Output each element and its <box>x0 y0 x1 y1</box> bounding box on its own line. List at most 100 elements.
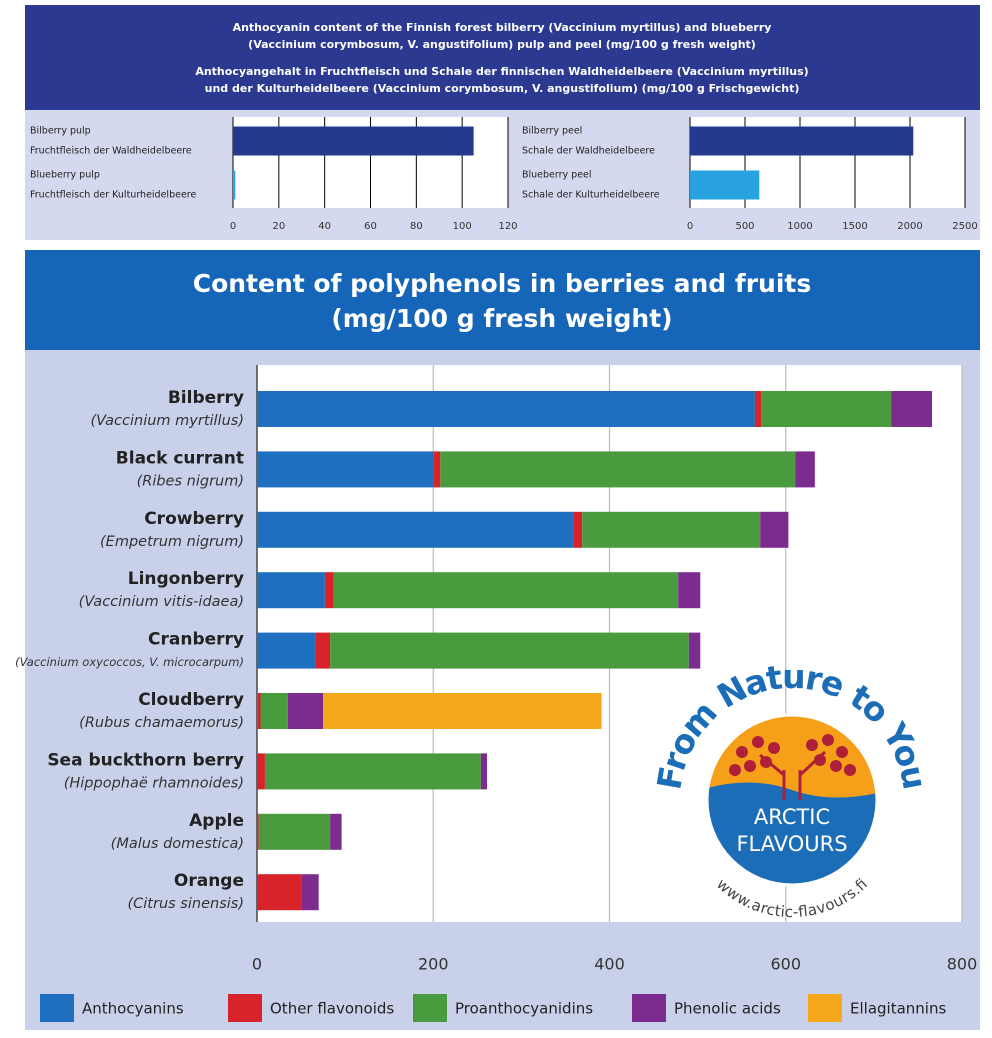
header-line: (Vaccinium corymbosum, V. angustifolium)… <box>248 38 756 51</box>
legend-label: Ellagitannins <box>850 1000 946 1018</box>
bar-segment <box>257 572 325 609</box>
bar <box>233 126 474 156</box>
latin-name: (Empetrum nigrum) <box>100 534 244 550</box>
chart-subtitle: (mg/100 g fresh weight) <box>331 304 672 333</box>
latin-name: (Vaccinium oxycoccos, V. microcarpum) <box>15 655 244 669</box>
bar-segment <box>433 451 441 488</box>
legend-swatch <box>632 994 666 1022</box>
header-line: Anthocyangehalt in Fruchtfleisch und Sch… <box>195 65 808 78</box>
latin-name: (Vaccinium vitis-idaea) <box>79 594 244 610</box>
bar-segment <box>760 511 789 548</box>
latin-name: (Rubus chamaemorus) <box>79 715 244 731</box>
x-tick-label: 120 <box>498 221 517 232</box>
x-tick-label: 20 <box>272 221 285 232</box>
x-tick-label: 600 <box>770 955 801 974</box>
top-header <box>25 5 980 110</box>
bar-segment <box>330 813 342 850</box>
bar-segment <box>257 693 258 729</box>
x-tick-label: 400 <box>594 955 625 974</box>
category-label-de: Fruchtfleisch der Waldheidelbeere <box>30 146 192 157</box>
category-label-de: Schale der Waldheidelbeere <box>522 146 655 157</box>
legend-swatch <box>413 994 447 1022</box>
latin-name: (Vaccinium myrtillus) <box>91 413 245 429</box>
bar-segment <box>260 693 288 729</box>
x-tick-label: 80 <box>410 221 423 232</box>
bar <box>690 170 760 200</box>
x-tick-label: 1500 <box>842 221 867 232</box>
chart-title: Content of polyphenols in berries and fr… <box>193 269 812 298</box>
x-tick-label: 500 <box>735 221 754 232</box>
bar-segment <box>257 632 316 669</box>
bar-segment <box>257 391 755 427</box>
x-tick-label: 2000 <box>897 221 922 232</box>
category-label: Lingonberry <box>128 569 244 589</box>
main-header <box>25 250 980 350</box>
bar-segment <box>257 874 302 911</box>
logo-text: FLAVOURS <box>736 832 847 856</box>
category-label: Sea buckthorn berry <box>47 750 244 770</box>
bar-segment <box>257 693 261 729</box>
category-label: Cranberry <box>148 630 244 650</box>
category-label: Bilberry <box>168 388 244 408</box>
header-line: und der Kulturheidelbeere (Vaccinium cor… <box>205 82 800 95</box>
bar-segment <box>761 391 892 427</box>
x-tick-label: 800 <box>947 955 978 974</box>
bar-segment <box>573 511 583 548</box>
x-tick-label: 60 <box>364 221 377 232</box>
logo-text: ARCTIC <box>754 805 830 829</box>
legend-label: Proanthocyanidins <box>455 1000 593 1018</box>
bar-segment <box>315 632 331 669</box>
legend-label: Other flavonoids <box>270 1000 394 1018</box>
x-tick-label: 0 <box>252 955 262 974</box>
bar-segment <box>440 451 796 488</box>
category-label: Orange <box>174 871 244 891</box>
latin-name: (Ribes nigrum) <box>137 473 244 489</box>
bar-segment <box>795 451 815 488</box>
legend-swatch <box>40 994 74 1022</box>
latin-name: (Malus domestica) <box>111 836 244 852</box>
category-label: Bilberry peel <box>522 126 582 137</box>
category-label: Blueberry peel <box>522 170 592 181</box>
bar-segment <box>264 753 481 790</box>
category-label: Cloudberry <box>138 690 244 710</box>
bar-segment <box>324 572 334 609</box>
bar-segment <box>480 753 488 790</box>
bar-segment <box>257 451 434 488</box>
bar <box>233 170 236 200</box>
latin-name: (Hippophaë rhamnoides) <box>64 775 244 791</box>
bar <box>690 126 914 156</box>
x-tick-label: 40 <box>318 221 331 232</box>
x-tick-label: 0 <box>230 221 236 232</box>
x-tick-label: 100 <box>453 221 472 232</box>
category-label: Crowberry <box>144 509 244 529</box>
bar-segment <box>582 511 761 548</box>
bar-segment <box>678 572 701 609</box>
bar-segment <box>257 511 574 548</box>
logo-trunk <box>759 750 827 800</box>
category-label: Black currant <box>116 448 244 468</box>
bar-segment <box>258 813 331 850</box>
bar-segment <box>891 391 933 427</box>
legend-swatch <box>808 994 842 1022</box>
legend-label: Phenolic acids <box>674 1000 781 1018</box>
bar-segment <box>323 693 602 729</box>
category-label-de: Schale der Kulturheidelbeere <box>522 190 660 201</box>
category-label: Blueberry pulp <box>30 170 100 181</box>
bar-segment <box>330 632 689 669</box>
x-tick-label: 200 <box>418 955 449 974</box>
legend-swatch <box>228 994 262 1022</box>
x-tick-label: 0 <box>687 221 693 232</box>
latin-name: (Citrus sinensis) <box>128 896 245 912</box>
logo-ring <box>705 713 879 887</box>
category-label: Apple <box>189 811 244 831</box>
bar-segment <box>287 693 324 729</box>
logo-tree <box>729 734 856 776</box>
bar-segment <box>257 753 265 790</box>
x-tick-label: 1000 <box>787 221 812 232</box>
x-tick-label: 2500 <box>952 221 977 232</box>
bar-segment <box>688 632 701 669</box>
bar-segment <box>257 813 259 850</box>
legend-label: Anthocyanins <box>82 1000 184 1018</box>
